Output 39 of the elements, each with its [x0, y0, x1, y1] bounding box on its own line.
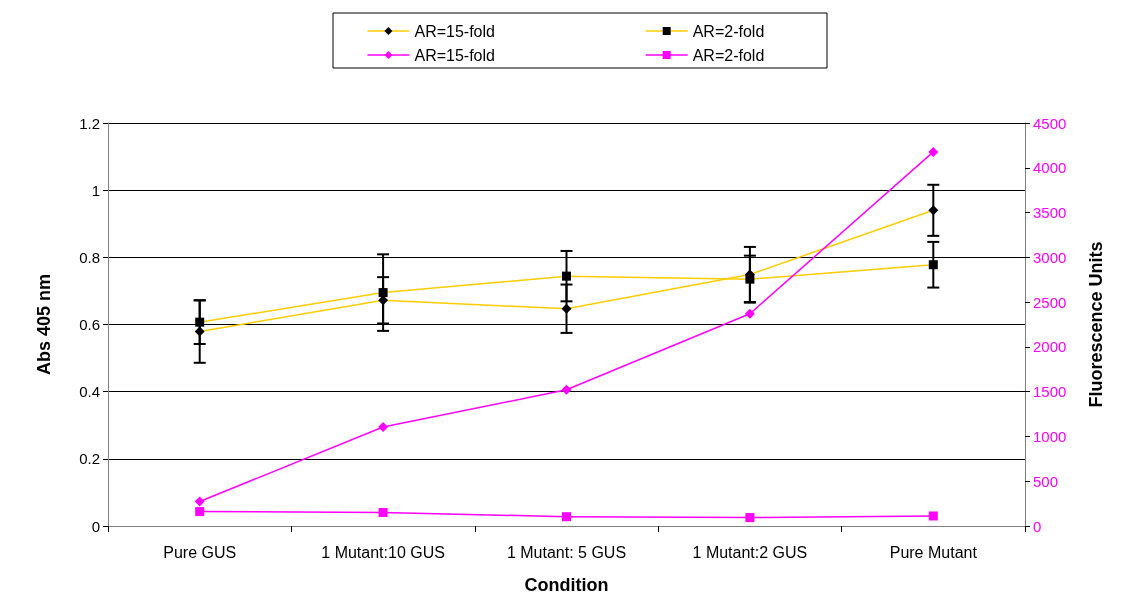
point: [928, 511, 938, 521]
y2-tick-label: 1500: [1033, 383, 1067, 401]
y-tick-label: 1: [91, 181, 100, 199]
x-tick-label: Pure Mutant: [889, 543, 978, 561]
x-tick-label: Pure GUS: [163, 543, 237, 561]
y2-tick-label: 0: [1033, 517, 1042, 535]
point: [378, 422, 389, 433]
point: [744, 308, 755, 319]
y-tick-label: 0.8: [79, 248, 100, 266]
legend-label: AR=15-fold: [414, 46, 495, 64]
y2-tick-label: 3500: [1033, 204, 1067, 222]
y2-tick-label: 4500: [1033, 114, 1067, 132]
x-axis-title: Condition: [524, 575, 609, 595]
y-tick-label: 0.2: [79, 450, 100, 468]
x-tick-label: 1 Mutant: 5 GUS: [506, 543, 627, 561]
point: [195, 507, 205, 517]
y2-tick-label: 1000: [1033, 427, 1067, 445]
legend-label: AR=2-fold: [692, 22, 765, 40]
y2-tick-label: 3000: [1033, 248, 1067, 266]
point: [928, 146, 939, 157]
y2-axis-title: Fluorescence Units: [1086, 241, 1106, 408]
y-tick-label: 1.2: [79, 114, 100, 132]
legend-label: AR=15-fold: [414, 22, 495, 40]
y-tick-label: 0.4: [79, 383, 100, 401]
x-tick-label: 1 Mutant:10 GUS: [321, 543, 445, 561]
y-tick-label: 0.6: [79, 316, 100, 333]
point: [194, 496, 205, 507]
point: [561, 384, 572, 395]
y-axis-title: Abs 405 nm: [34, 273, 54, 376]
point: [378, 507, 388, 517]
y2-tick-label: 2000: [1033, 338, 1067, 356]
point: [562, 512, 571, 522]
y2-tick-label: 500: [1033, 472, 1059, 490]
y-tick-label: 0: [91, 517, 100, 535]
y2-tick-label: 2500: [1033, 293, 1067, 311]
point: [745, 513, 755, 523]
x-tick-label: 1 Mutant:2 GUS: [692, 543, 808, 561]
legend-label: AR=2-fold: [692, 46, 765, 64]
y2-tick-label: 4000: [1033, 159, 1067, 177]
